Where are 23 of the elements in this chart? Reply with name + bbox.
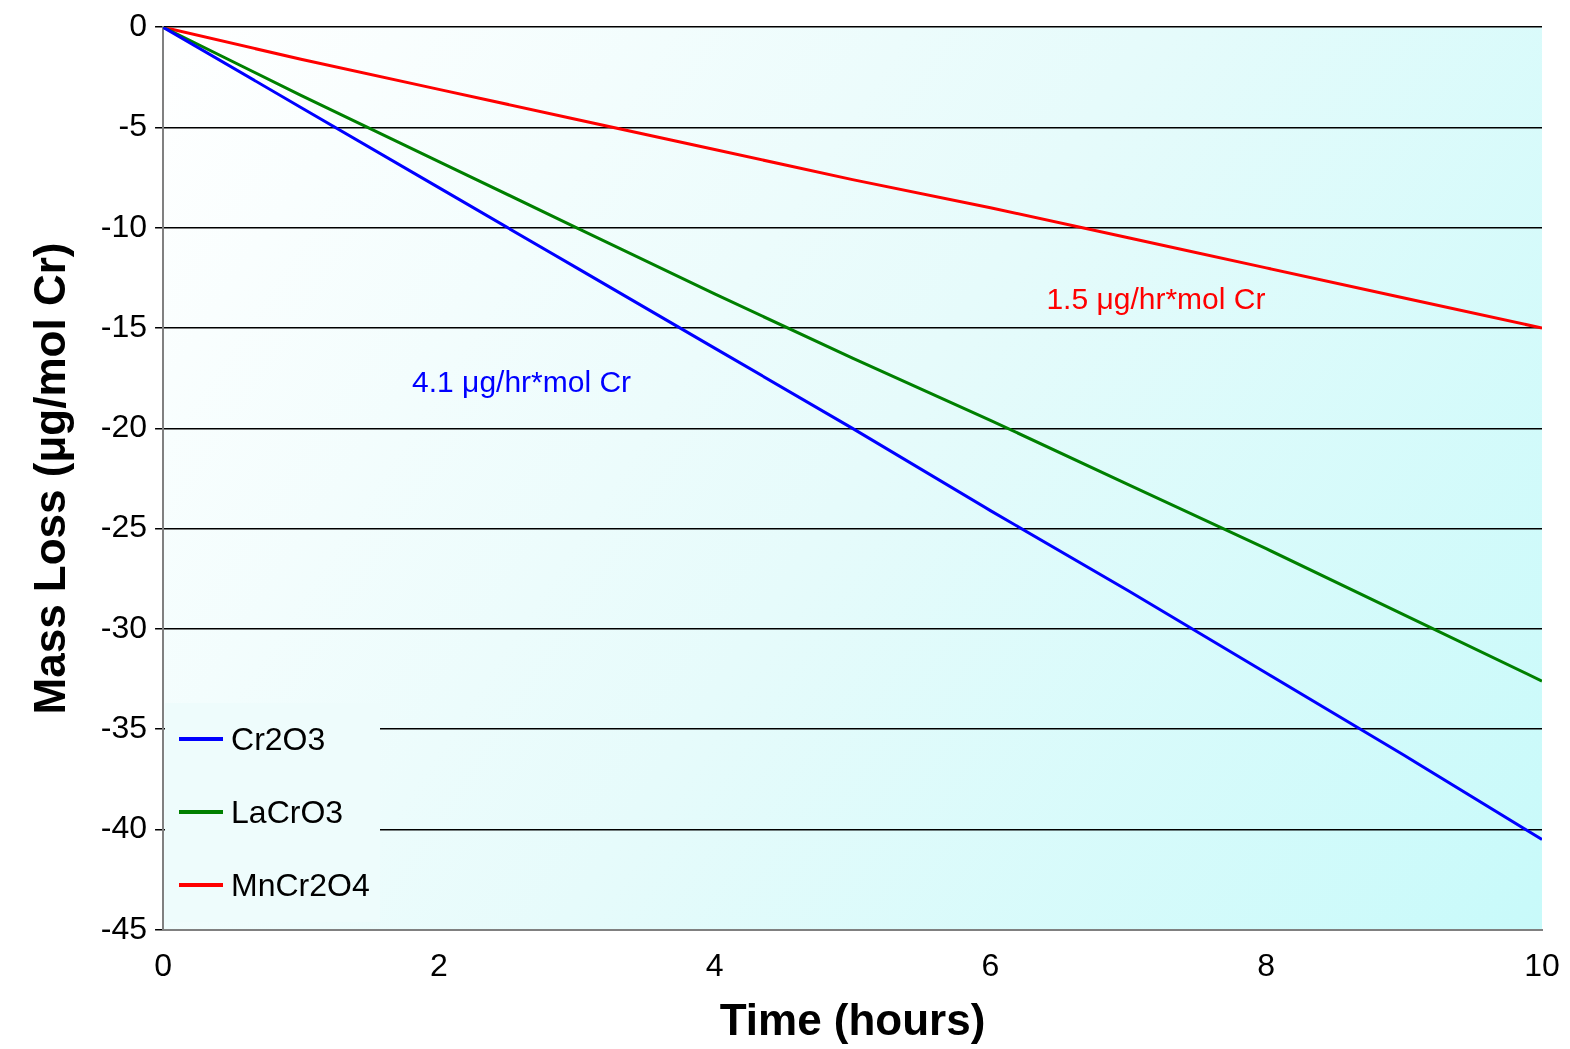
x-tick-label: 10	[1524, 946, 1560, 983]
legend-label: MnCr2O4	[231, 866, 370, 904]
x-tick-label: 4	[705, 946, 724, 983]
y-tick-label: -35	[100, 709, 148, 746]
y-tick-label: -20	[100, 408, 148, 445]
legend-label: Cr2O3	[231, 720, 326, 758]
y-tick-label: -15	[100, 307, 148, 344]
y-tick-label: 0	[129, 7, 148, 44]
y-tick-label: -40	[100, 809, 148, 846]
y-axis-title: Mass Loss (μg/mol Cr)	[24, 242, 74, 715]
y-tick-label: -45	[100, 909, 148, 946]
x-tick-label: 0	[154, 946, 172, 983]
x-tick-label: 8	[1257, 946, 1276, 983]
y-tick-label: -30	[100, 608, 148, 645]
x-tick-label: 2	[429, 946, 448, 983]
y-tick-label: -5	[118, 107, 148, 144]
x-axis-title: Time (hours)	[719, 994, 986, 1044]
y-tick-label: -10	[100, 207, 148, 244]
annotation: 1.5 μg/hr*mol Cr	[1046, 281, 1266, 315]
legend-label: LaCrO3	[231, 793, 344, 831]
annotation: 4.1 μg/hr*mol Cr	[412, 364, 632, 398]
x-tick-label: 6	[981, 946, 1000, 983]
y-tick-label: -25	[100, 508, 148, 545]
